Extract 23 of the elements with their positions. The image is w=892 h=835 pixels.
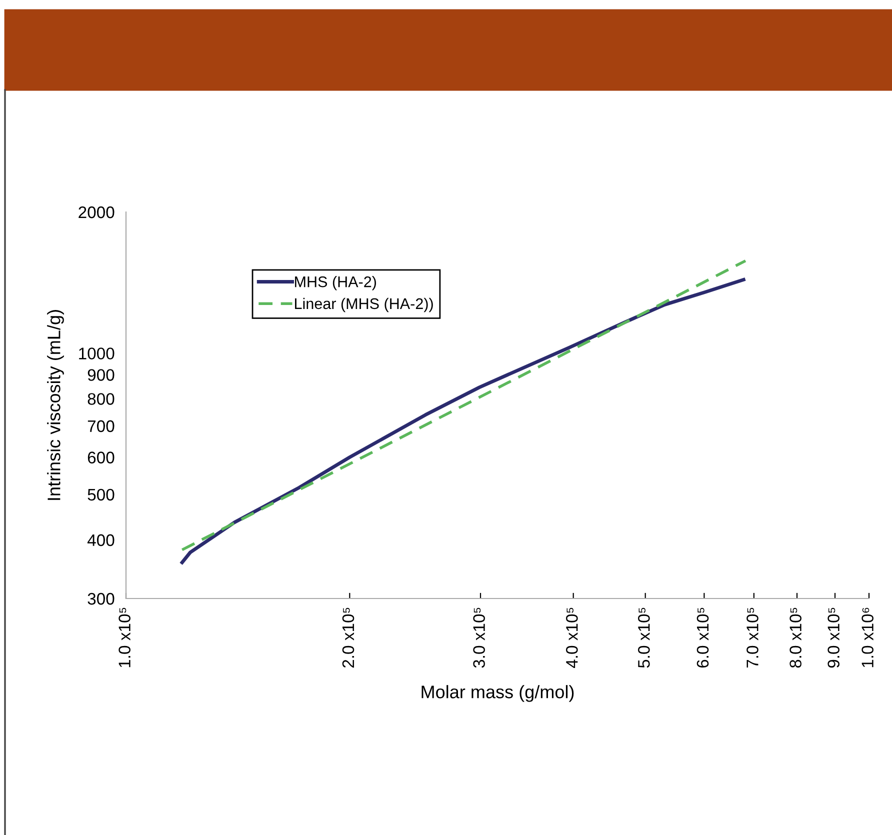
y-tick-label: 400 xyxy=(87,534,114,546)
y-tick-label: 800 xyxy=(88,393,114,405)
y-tick-label: 600 xyxy=(88,452,114,464)
x-axis-title: Molar mass (g/mol) xyxy=(422,685,574,702)
legend-label: Linear (MHS (HA-2)) xyxy=(295,298,433,312)
y-tick-label: 500 xyxy=(88,488,114,501)
x-tick-label: 2.0 x10⁵ xyxy=(342,608,354,668)
x-tick-label: 6.0 x10⁵ xyxy=(696,608,709,668)
legend-label: MHS (HA-2) xyxy=(295,276,376,290)
y-tick-label: 1000 xyxy=(79,348,114,360)
x-tick-label: 8.0 x10⁵ xyxy=(790,608,802,668)
y-axis-title: Intrinsic viscosity (mL/g) xyxy=(47,310,64,500)
x-tick-label: 1.0 x10⁵ xyxy=(118,608,130,668)
y-tick-label: 900 xyxy=(88,369,114,381)
y-tick-label: 700 xyxy=(88,420,114,432)
x-tick-label: 7.0 x10⁵ xyxy=(746,608,758,668)
x-tick-label: 3.0 x10⁵ xyxy=(473,608,485,668)
x-tick-label: 9.0 x10⁵ xyxy=(828,608,840,668)
x-tick-label: 4.0 x10⁵ xyxy=(566,608,578,668)
y-tick-label: 300 xyxy=(88,592,114,605)
x-tick-label: 5.0 x10⁵ xyxy=(638,608,650,668)
x-tick-label: 1.0 x10⁶ xyxy=(862,608,874,668)
y-tick-label: 2000 xyxy=(78,206,114,218)
